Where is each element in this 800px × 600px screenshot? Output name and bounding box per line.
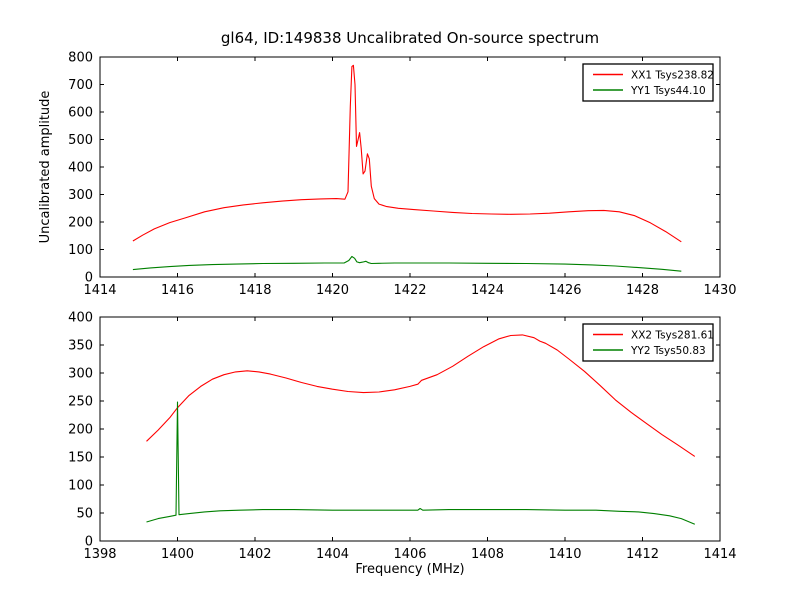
y-axis-label: Uncalibrated amplitude xyxy=(38,91,53,244)
y-tick-label: 300 xyxy=(68,367,93,382)
y-tick-label: 400 xyxy=(68,311,93,326)
legend-entry-label: YY2 Tsys50.83 xyxy=(630,345,706,357)
subplots-group: 1414 1416 1418 1420 1422 1424 1426 1428 1430 0 100… xyxy=(68,51,736,563)
series-xx2-line xyxy=(146,334,696,457)
x-tick-label: 1408 xyxy=(471,547,504,562)
legend-box xyxy=(582,323,714,362)
figure-title: gl64, ID:149838 Uncalibrated On-source s… xyxy=(221,29,599,47)
subplot-1: 1414 1416 1418 1420 1422 1424 1426 1428 1430 0 100… xyxy=(68,51,736,299)
subplot-2: 1398 1400 1402 1404 1406 1408 1410 1412 1414 0 50 1… xyxy=(68,311,736,563)
y-tick-label: 500 xyxy=(68,133,93,148)
y-tick-label: 0 xyxy=(85,535,93,550)
y-tick-label: 250 xyxy=(68,395,93,410)
y-tick-label: 300 xyxy=(68,188,93,203)
legend-entry-label: XX2 Tsys281.61 xyxy=(631,330,714,342)
x-tick-label: 1424 xyxy=(471,283,504,298)
y-tick-label: 50 xyxy=(76,507,93,522)
x-tick-label: 1422 xyxy=(393,283,426,298)
y-tick-label: 350 xyxy=(68,339,93,354)
x-tick-label: 1418 xyxy=(238,283,271,298)
x-tick-label: 1428 xyxy=(626,283,659,298)
x-tick-label: 1406 xyxy=(393,547,426,562)
x-tick-label: 1410 xyxy=(548,547,581,562)
x-tick-label: 1414 xyxy=(83,283,116,298)
series-yy2-line xyxy=(146,401,696,525)
legend-entry-label: YY1 Tsys44.10 xyxy=(630,85,706,97)
series-xx1-line xyxy=(132,64,682,243)
x-tick-label: 1416 xyxy=(161,283,194,298)
legend-box xyxy=(582,63,714,102)
x-tick-label: 1414 xyxy=(703,547,736,562)
x-axis-label: Frequency (MHz) xyxy=(355,562,464,577)
x-tick-label: 1402 xyxy=(238,547,271,562)
x-tick-label: 1412 xyxy=(626,547,659,562)
x-tick-label: 1400 xyxy=(161,547,194,562)
y-tick-label: 400 xyxy=(68,161,93,176)
x-tick-label: 1420 xyxy=(316,283,349,298)
legend-entry-label: XX1 Tsys238.82 xyxy=(631,70,714,82)
x-tick-label: 1426 xyxy=(548,283,581,298)
y-tick-label: 600 xyxy=(68,106,93,121)
y-tick-label: 0 xyxy=(85,271,93,286)
y-tick-label: 700 xyxy=(68,78,93,93)
y-tick-label: 200 xyxy=(68,216,93,231)
y-tick-label: 100 xyxy=(68,243,93,258)
y-tick-label: 200 xyxy=(68,423,93,438)
y-tick-label: 150 xyxy=(68,451,93,466)
y-tick-label: 800 xyxy=(68,51,93,66)
x-tick-label: 1404 xyxy=(316,547,349,562)
x-tick-label: 1430 xyxy=(703,283,736,298)
x-tick-label: 1398 xyxy=(83,547,116,562)
series-yy1-line xyxy=(132,255,682,272)
y-tick-label: 100 xyxy=(68,479,93,494)
